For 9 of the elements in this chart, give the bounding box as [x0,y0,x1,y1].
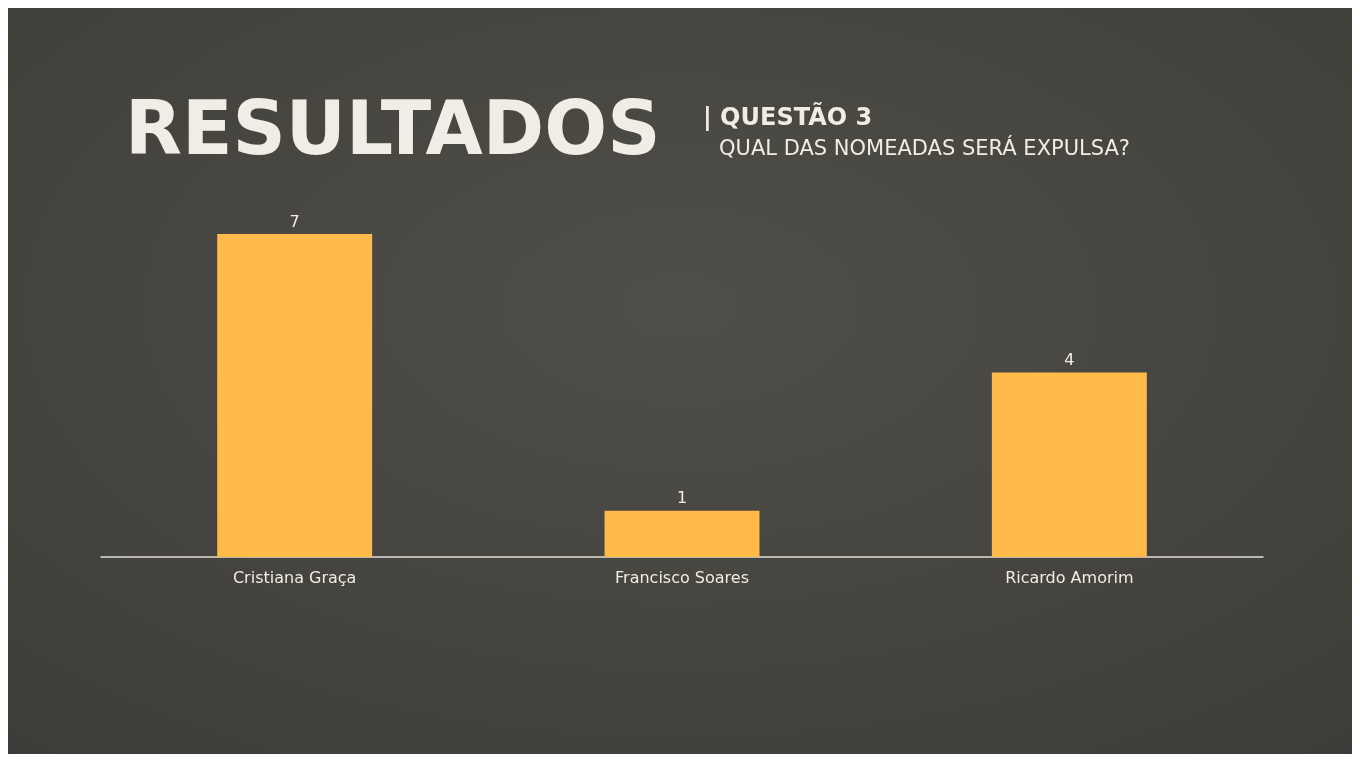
chart-title: RESULTADOS [125,85,661,171]
data-label: 4 [1064,349,1075,369]
chart-subtitle: | QUESTÃO 3 [703,102,873,131]
x-tick-label: Francisco Soares [615,567,749,587]
data-label: 1 [676,488,688,508]
data-label: 7 [289,211,300,231]
x-tick-label: Ricardo Amorim [1005,567,1134,587]
x-tick-label: Cristiana Graça [232,567,357,587]
text: QUAL DAS NOMEADAS SERÁ EXPULSA? [719,134,1130,160]
